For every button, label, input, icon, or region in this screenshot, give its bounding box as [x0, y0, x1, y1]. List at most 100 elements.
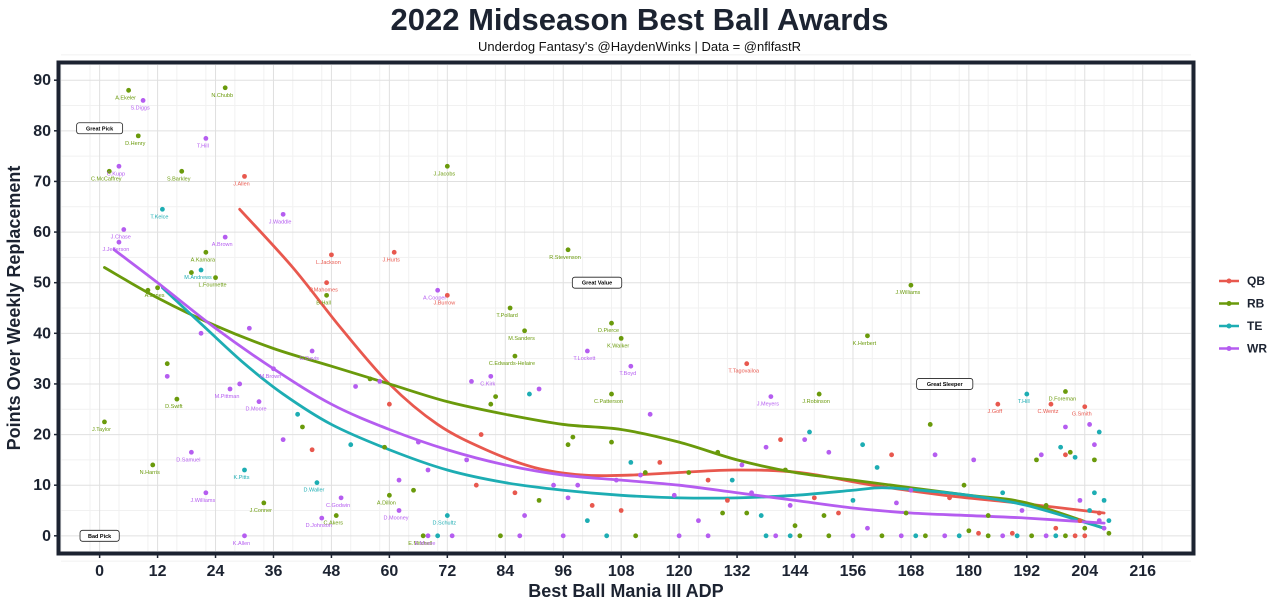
point-label: C.McCaffrey	[91, 176, 122, 182]
point-label: C.Kirk	[480, 381, 495, 387]
trend-lines	[103, 207, 1106, 530]
point-te	[628, 460, 634, 465]
point-label: J.Jefferson	[103, 247, 130, 253]
point-label: B.Hall	[316, 300, 331, 306]
x-tick-label: 108	[608, 563, 635, 580]
point-wr	[773, 533, 779, 539]
point-label: J.Goff	[988, 409, 1003, 415]
y-tick-label: 20	[33, 427, 51, 444]
point-wr	[584, 348, 590, 354]
point-rb	[1092, 457, 1097, 463]
point-rb	[300, 424, 305, 430]
point-te	[1087, 508, 1092, 513]
point-qb	[473, 482, 479, 488]
point-label: J.Conner	[250, 508, 272, 514]
point-rb	[923, 533, 928, 539]
point-wr	[121, 227, 127, 232]
point-qb	[744, 361, 750, 367]
point-label: T.Hill	[1018, 399, 1030, 405]
point-rb	[782, 467, 788, 473]
point-wr	[517, 533, 523, 539]
point-wr	[826, 449, 832, 455]
point-wr	[338, 495, 344, 501]
point-te	[604, 533, 610, 539]
point-wr	[671, 492, 677, 498]
annotation-label: Great Sleeper	[927, 382, 964, 388]
trend-line-wr	[112, 248, 1106, 525]
legend-label: QB	[1247, 274, 1265, 288]
point-label: D.Samuel	[176, 457, 200, 463]
legend: QB RB TE WR	[1219, 274, 1267, 356]
legend-dot-te	[1226, 323, 1232, 329]
point-te	[314, 480, 320, 486]
point-label: J.Chase	[111, 235, 131, 241]
point-rb	[188, 270, 194, 275]
point-wr	[739, 462, 745, 468]
point-wr	[488, 373, 494, 379]
point-qb	[976, 530, 981, 536]
point-te	[1024, 391, 1030, 397]
point-rb	[213, 275, 218, 281]
annotation-label: Great Pick	[86, 126, 114, 132]
x-tick-label: 84	[496, 563, 514, 580]
point-label: D.Foreman	[1049, 397, 1077, 403]
y-tick-label: 60	[33, 224, 51, 241]
point-wr	[1101, 525, 1107, 531]
point-qb	[657, 460, 663, 465]
point-rb	[792, 523, 798, 529]
legend-dot-qb	[1226, 278, 1232, 284]
x-tick-label: 180	[956, 563, 983, 580]
annotation-label: Bad Pick	[88, 534, 112, 540]
point-te	[1092, 490, 1097, 496]
chart-title: 2022 Midseason Best Ball Awards	[390, 2, 889, 37]
point-qb	[995, 401, 1001, 407]
point-rb	[203, 249, 209, 255]
point-qb	[836, 510, 841, 516]
point-wr	[377, 379, 383, 384]
x-axis-ticks: 0 12 24 36 48 60 72 84 96 108 120 132 144 156 168 180 19…	[95, 553, 1156, 580]
point-label: K.Walker	[607, 343, 629, 349]
point-label: E.Mitchell	[408, 541, 432, 547]
point-rb	[816, 391, 822, 397]
point-label: J.Robinson	[802, 399, 830, 405]
x-axis-title: Best Ball Mania III ADP	[528, 581, 723, 601]
point-rb	[1063, 533, 1068, 539]
point-rb	[609, 439, 614, 445]
point-wr	[1063, 424, 1068, 430]
legend-label: TE	[1247, 319, 1262, 333]
point-rb	[797, 533, 803, 539]
trend-line-te	[161, 286, 1106, 530]
point-te	[807, 429, 812, 435]
point-label: C.Godwin	[326, 503, 350, 509]
point-label: S.Barkley	[167, 176, 191, 182]
point-wr	[749, 490, 754, 496]
point-wr	[1087, 422, 1092, 427]
x-tick-label: 48	[323, 563, 341, 580]
point-wr	[971, 457, 977, 463]
point-label: A.Ekeler	[115, 95, 136, 101]
point-label: D.Moore	[245, 407, 266, 413]
point-qb	[1053, 525, 1059, 531]
point-label: D.Swift	[165, 404, 183, 410]
point-wr	[188, 449, 194, 455]
point-qb	[1082, 533, 1088, 539]
point-wr	[647, 411, 653, 417]
point-qb	[391, 249, 397, 255]
point-te	[1072, 454, 1078, 460]
point-wr	[575, 482, 581, 488]
point-wr	[942, 533, 948, 539]
point-te	[242, 467, 247, 473]
point-wr	[696, 518, 701, 524]
point-wr	[1000, 533, 1006, 539]
point-rb	[1082, 525, 1088, 531]
point-qb	[444, 292, 450, 298]
point-label: G.Smith	[1072, 412, 1092, 418]
point-wr	[1038, 452, 1044, 458]
point-label: J.Williams	[896, 290, 921, 296]
point-rb	[135, 133, 141, 139]
chart-subtitle: Underdog Fantasy's @HaydenWinks | Data =…	[477, 39, 802, 54]
point-te	[1058, 444, 1064, 450]
point-label: M.Pittman	[215, 394, 240, 400]
point-rb	[609, 391, 614, 397]
point-te	[198, 267, 204, 273]
